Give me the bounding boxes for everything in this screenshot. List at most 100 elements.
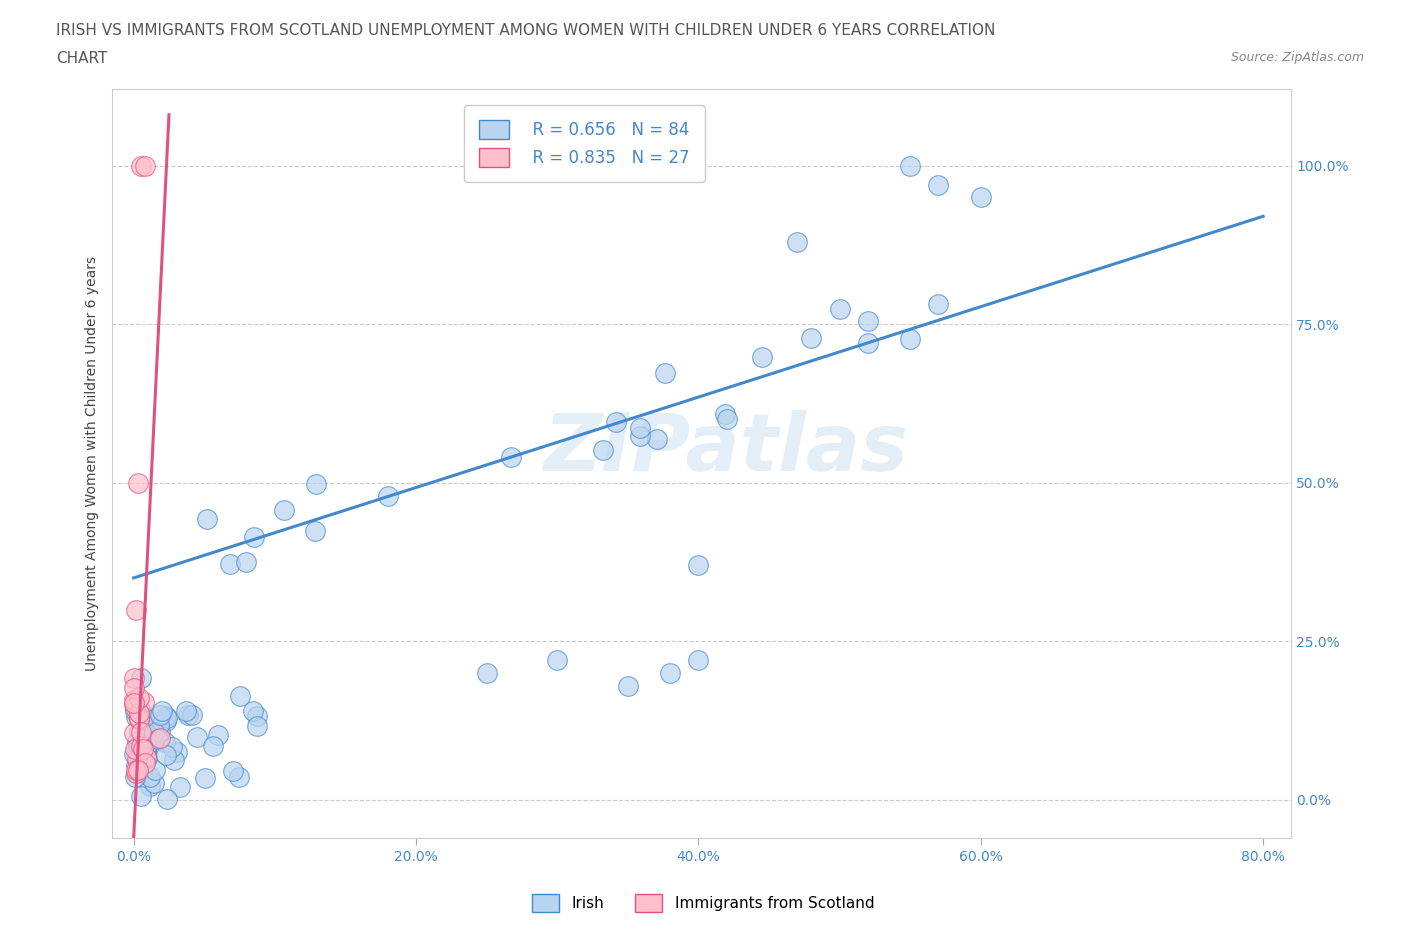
Point <box>134 710 156 724</box>
Point <box>194 770 217 785</box>
Point <box>970 190 993 205</box>
Point <box>305 477 328 492</box>
Point <box>128 703 150 718</box>
Point <box>166 744 188 759</box>
Point <box>246 709 269 724</box>
Point <box>235 554 257 569</box>
Point <box>127 763 149 777</box>
Point <box>243 529 266 544</box>
Point <box>229 689 252 704</box>
Point <box>800 330 823 345</box>
Point <box>155 709 177 724</box>
Point <box>246 718 269 733</box>
Point <box>181 708 204 723</box>
Point <box>177 708 200 723</box>
Point <box>128 724 150 739</box>
Point <box>155 735 177 750</box>
Point <box>218 556 240 571</box>
Point <box>143 724 166 739</box>
Point <box>786 234 808 249</box>
Point <box>128 690 150 705</box>
Point <box>628 421 651 436</box>
Point <box>128 711 150 725</box>
Point <box>135 750 157 764</box>
Point <box>242 703 264 718</box>
Point <box>125 765 148 780</box>
Legend: Irish, Immigrants from Scotland: Irish, Immigrants from Scotland <box>526 888 880 918</box>
Point <box>132 695 155 710</box>
Point <box>156 711 179 725</box>
Point <box>139 769 162 784</box>
Text: IRISH VS IMMIGRANTS FROM SCOTLAND UNEMPLOYMENT AMONG WOMEN WITH CHILDREN UNDER 6: IRISH VS IMMIGRANTS FROM SCOTLAND UNEMPL… <box>56 23 995 38</box>
Point <box>628 429 651 444</box>
Point <box>149 731 172 746</box>
Point <box>143 763 166 777</box>
Point <box>124 769 146 784</box>
Point <box>125 751 148 766</box>
Point <box>927 297 949 312</box>
Point <box>128 733 150 748</box>
Point <box>142 775 165 790</box>
Point <box>377 489 399 504</box>
Point <box>134 755 156 770</box>
Point <box>688 653 710 668</box>
Point <box>155 713 177 728</box>
Point <box>135 725 157 740</box>
Point <box>129 724 152 739</box>
Point <box>654 365 676 380</box>
Text: Source: ZipAtlas.com: Source: ZipAtlas.com <box>1230 51 1364 64</box>
Point <box>125 711 148 725</box>
Point <box>129 738 152 753</box>
Point <box>195 512 218 526</box>
Point <box>125 603 148 618</box>
Point <box>128 711 150 726</box>
Point <box>221 764 243 778</box>
Point <box>927 177 949 192</box>
Point <box>122 681 145 696</box>
Point <box>129 671 152 685</box>
Point <box>898 158 921 173</box>
Point <box>176 704 198 719</box>
Point <box>127 475 149 490</box>
Point <box>714 406 737 421</box>
Point <box>122 697 145 711</box>
Point <box>751 350 773 365</box>
Point <box>125 763 148 777</box>
Legend:   R = 0.656   N = 84,   R = 0.835   N = 27: R = 0.656 N = 84, R = 0.835 N = 27 <box>464 105 704 182</box>
Point <box>150 704 173 719</box>
Point <box>202 738 225 753</box>
Point <box>131 732 153 747</box>
Point <box>122 692 145 707</box>
Point <box>688 558 710 573</box>
Point <box>592 443 614 458</box>
Point <box>135 744 157 759</box>
Point <box>129 789 152 804</box>
Point <box>207 727 229 742</box>
Point <box>132 742 155 757</box>
Point <box>148 717 170 732</box>
Point <box>186 729 208 744</box>
Point <box>605 414 627 429</box>
Point <box>898 331 921 346</box>
Point <box>304 524 326 538</box>
Point <box>131 764 153 779</box>
Point <box>134 158 156 173</box>
Point <box>122 696 145 711</box>
Point <box>155 748 177 763</box>
Point <box>273 503 295 518</box>
Point <box>122 725 145 740</box>
Point <box>716 412 738 427</box>
Point <box>146 731 169 746</box>
Point <box>128 705 150 720</box>
Point <box>617 678 640 693</box>
Point <box>125 758 148 773</box>
Point <box>124 747 146 762</box>
Point <box>124 700 146 715</box>
Point <box>124 704 146 719</box>
Point <box>127 735 149 750</box>
Point <box>856 335 879 350</box>
Point <box>160 739 183 754</box>
Point <box>169 779 191 794</box>
Point <box>659 666 682 681</box>
Point <box>127 738 149 753</box>
